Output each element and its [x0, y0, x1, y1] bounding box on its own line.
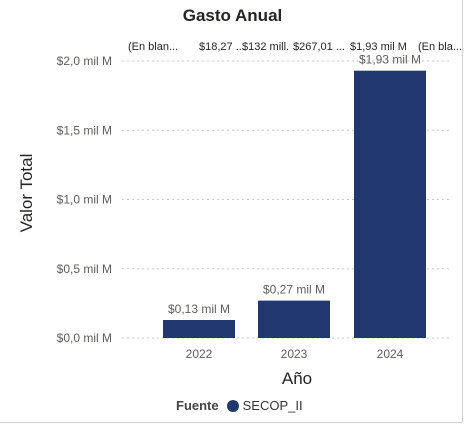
overflow-data-label: $18,27 ... [199, 41, 245, 53]
y-tick-label: $0,0 mil M [57, 331, 112, 345]
overflow-data-label: $1,93 mil M [350, 41, 407, 53]
bar[interactable] [163, 319, 235, 338]
x-axis-label: Año [281, 369, 313, 388]
bar[interactable] [354, 70, 426, 338]
legend-entry-label: SECOP_II [242, 398, 303, 413]
overflow-data-label: (En blan... [128, 41, 178, 53]
y-tick-label: $1,0 mil M [57, 193, 112, 207]
bar-data-label: $1,93 mil M [359, 53, 421, 67]
y-tick-label: $0,5 mil M [57, 262, 112, 276]
x-tick-label: 2023 [281, 347, 308, 361]
overflow-data-label: $132 mill. [242, 41, 289, 53]
overflow-data-label: (En bla... [418, 41, 462, 53]
bar[interactable] [258, 300, 330, 338]
legend[interactable]: Fuente SECOP_II [176, 398, 303, 413]
x-tick-label: 2024 [377, 347, 404, 361]
legend-title: Fuente [176, 398, 219, 413]
y-tick-label: $2,0 mil M [57, 54, 112, 68]
y-tick-label: $1,5 mil M [57, 123, 112, 137]
bar-data-label: $0,13 mil M [168, 302, 230, 316]
chart-title: Gasto Anual [182, 6, 283, 25]
legend-marker [226, 399, 239, 412]
overflow-data-label: $267,01 ... [293, 41, 345, 53]
bar-data-label: $0,27 mil M [263, 283, 325, 297]
x-tick-label: 2022 [186, 347, 213, 361]
